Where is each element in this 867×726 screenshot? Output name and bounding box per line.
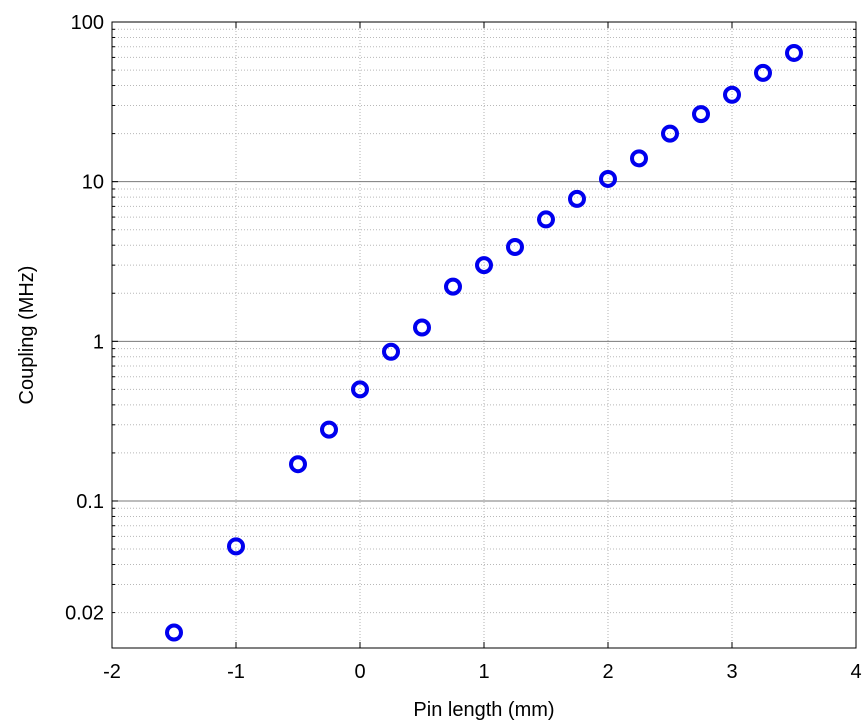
data-point [785, 43, 803, 62]
y-tick-label: 0.1 [76, 491, 104, 513]
data-point [320, 420, 338, 439]
x-tick-label: -2 [103, 661, 121, 683]
data-point [754, 63, 772, 82]
data-point [475, 256, 493, 275]
axis-ticks: -2 -1 0 1 2 3 4 0.02 0.1 1 10 100 [65, 12, 862, 683]
y-tick-label: 10 [82, 172, 104, 194]
data-point [382, 342, 400, 361]
x-tick-label: -1 [227, 661, 245, 683]
data-point [413, 318, 431, 337]
data-point [661, 124, 679, 143]
y-tick-label: 1 [93, 331, 104, 353]
data-point [444, 277, 462, 296]
data-point [351, 380, 369, 399]
y-tick-label: 0.02 [65, 603, 104, 625]
data-point [227, 537, 245, 556]
data-point [630, 149, 648, 168]
y-axis-label: Coupling (MHz) [16, 266, 38, 405]
data-point [537, 210, 555, 229]
y-tick-label: 100 [71, 12, 104, 34]
x-axis-label: Pin length (mm) [413, 699, 554, 721]
data-point [692, 105, 710, 124]
data-markers [165, 43, 803, 642]
data-point [723, 85, 741, 104]
x-tick-label: 3 [726, 661, 737, 683]
data-point [165, 623, 183, 642]
data-point [568, 189, 586, 208]
grid-lines [112, 22, 856, 648]
data-point [289, 455, 307, 474]
x-tick-label: 4 [850, 661, 861, 683]
x-tick-label: 1 [478, 661, 489, 683]
x-tick-label: 2 [602, 661, 613, 683]
data-point [599, 169, 617, 188]
data-point [506, 237, 524, 256]
x-tick-label: 0 [354, 661, 365, 683]
